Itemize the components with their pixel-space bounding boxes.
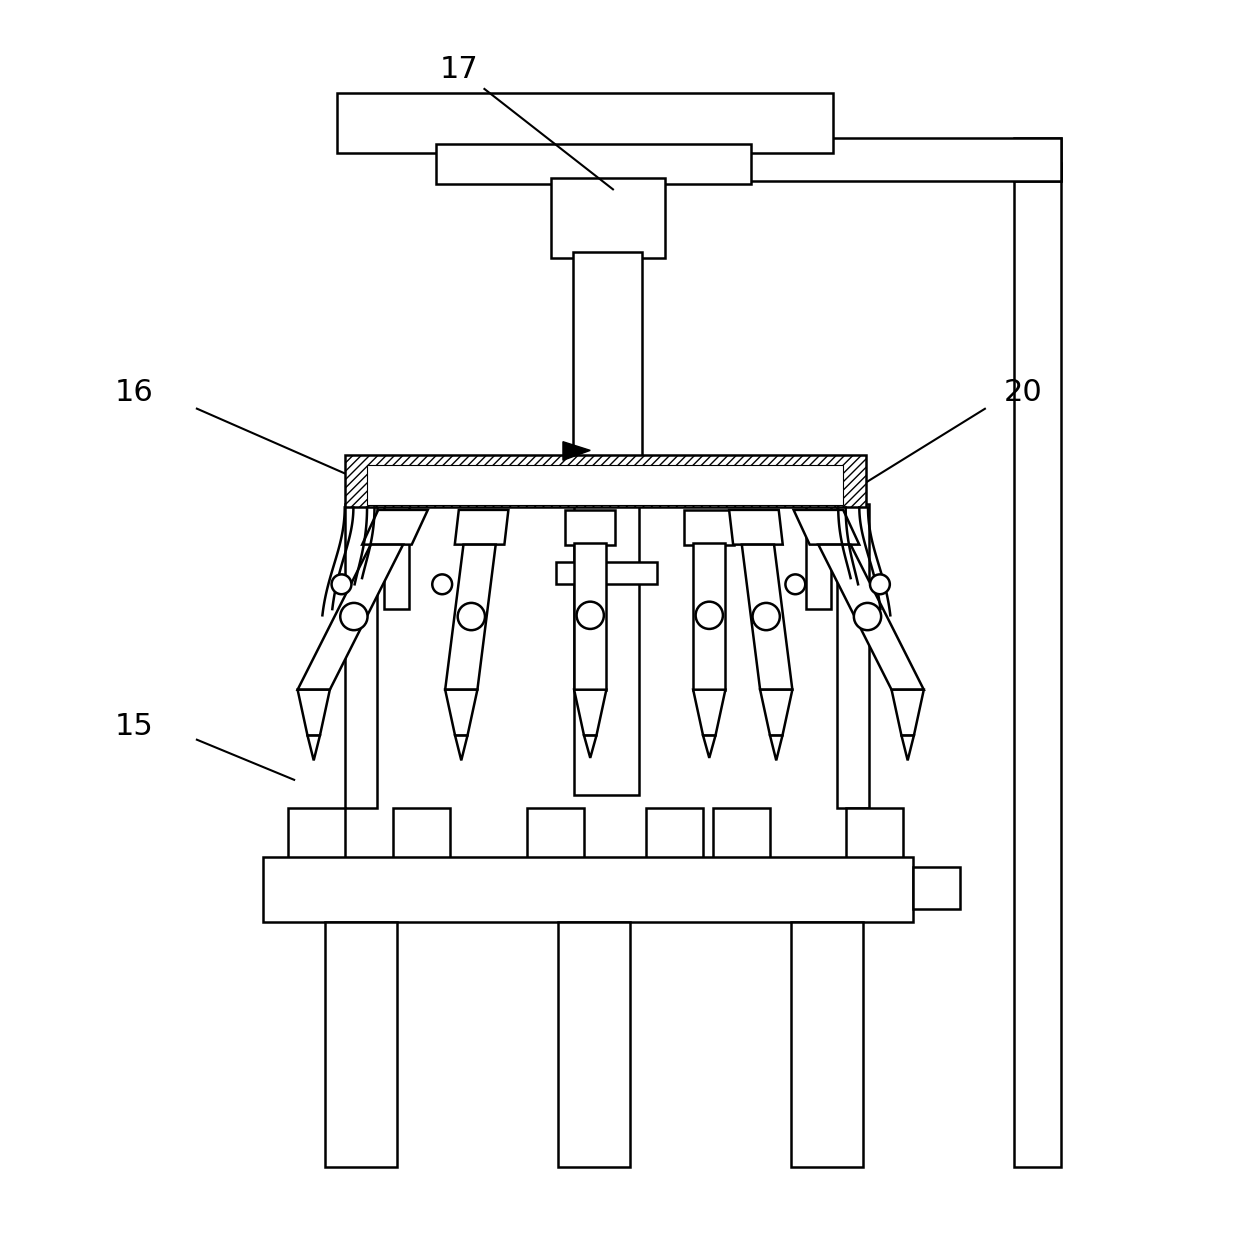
Text: 17: 17 xyxy=(439,55,479,85)
Bar xyxy=(837,503,869,808)
Circle shape xyxy=(577,602,604,629)
Bar xyxy=(325,921,397,1167)
Polygon shape xyxy=(742,544,792,690)
Polygon shape xyxy=(770,736,782,761)
Bar xyxy=(713,808,770,860)
Circle shape xyxy=(331,574,351,594)
Polygon shape xyxy=(693,690,725,736)
Polygon shape xyxy=(584,736,596,758)
Circle shape xyxy=(785,574,805,594)
Text: 15: 15 xyxy=(114,712,154,741)
Bar xyxy=(565,510,615,544)
Bar xyxy=(527,808,584,860)
Bar xyxy=(263,858,913,921)
Polygon shape xyxy=(794,510,859,544)
Bar xyxy=(556,562,657,584)
Text: 20: 20 xyxy=(1003,378,1043,406)
Polygon shape xyxy=(445,544,496,690)
Bar xyxy=(393,808,450,860)
Circle shape xyxy=(433,574,453,594)
Bar xyxy=(384,503,409,609)
Bar xyxy=(367,465,843,505)
Bar xyxy=(558,921,630,1167)
Polygon shape xyxy=(455,510,508,544)
Bar xyxy=(1014,163,1061,1167)
Bar xyxy=(345,503,377,808)
Bar xyxy=(913,868,960,909)
Polygon shape xyxy=(445,690,477,736)
Circle shape xyxy=(753,603,780,630)
Polygon shape xyxy=(892,690,924,736)
Bar xyxy=(551,178,665,259)
Bar xyxy=(573,252,642,462)
Polygon shape xyxy=(298,544,403,690)
Bar xyxy=(337,93,833,153)
Bar xyxy=(1014,138,1061,181)
Bar xyxy=(791,921,863,1167)
Bar xyxy=(846,808,903,860)
Bar xyxy=(574,503,639,796)
Text: 16: 16 xyxy=(114,378,154,406)
Circle shape xyxy=(870,574,890,594)
Polygon shape xyxy=(574,690,606,736)
Bar xyxy=(806,503,831,609)
Polygon shape xyxy=(760,690,792,736)
Polygon shape xyxy=(901,736,914,761)
Circle shape xyxy=(696,602,723,629)
Bar xyxy=(684,510,734,544)
Polygon shape xyxy=(703,736,715,758)
Bar xyxy=(574,543,606,690)
Circle shape xyxy=(340,603,367,630)
Bar xyxy=(693,543,725,690)
Bar xyxy=(345,455,866,507)
Polygon shape xyxy=(308,736,320,761)
Polygon shape xyxy=(298,690,330,736)
Bar xyxy=(620,138,1061,181)
Polygon shape xyxy=(729,510,782,544)
Polygon shape xyxy=(362,510,428,544)
Circle shape xyxy=(458,603,485,630)
Bar xyxy=(436,144,751,184)
Circle shape xyxy=(854,603,882,630)
Polygon shape xyxy=(455,736,467,761)
Bar xyxy=(288,808,345,860)
Polygon shape xyxy=(563,441,590,460)
Polygon shape xyxy=(818,544,924,690)
Bar xyxy=(646,808,703,860)
